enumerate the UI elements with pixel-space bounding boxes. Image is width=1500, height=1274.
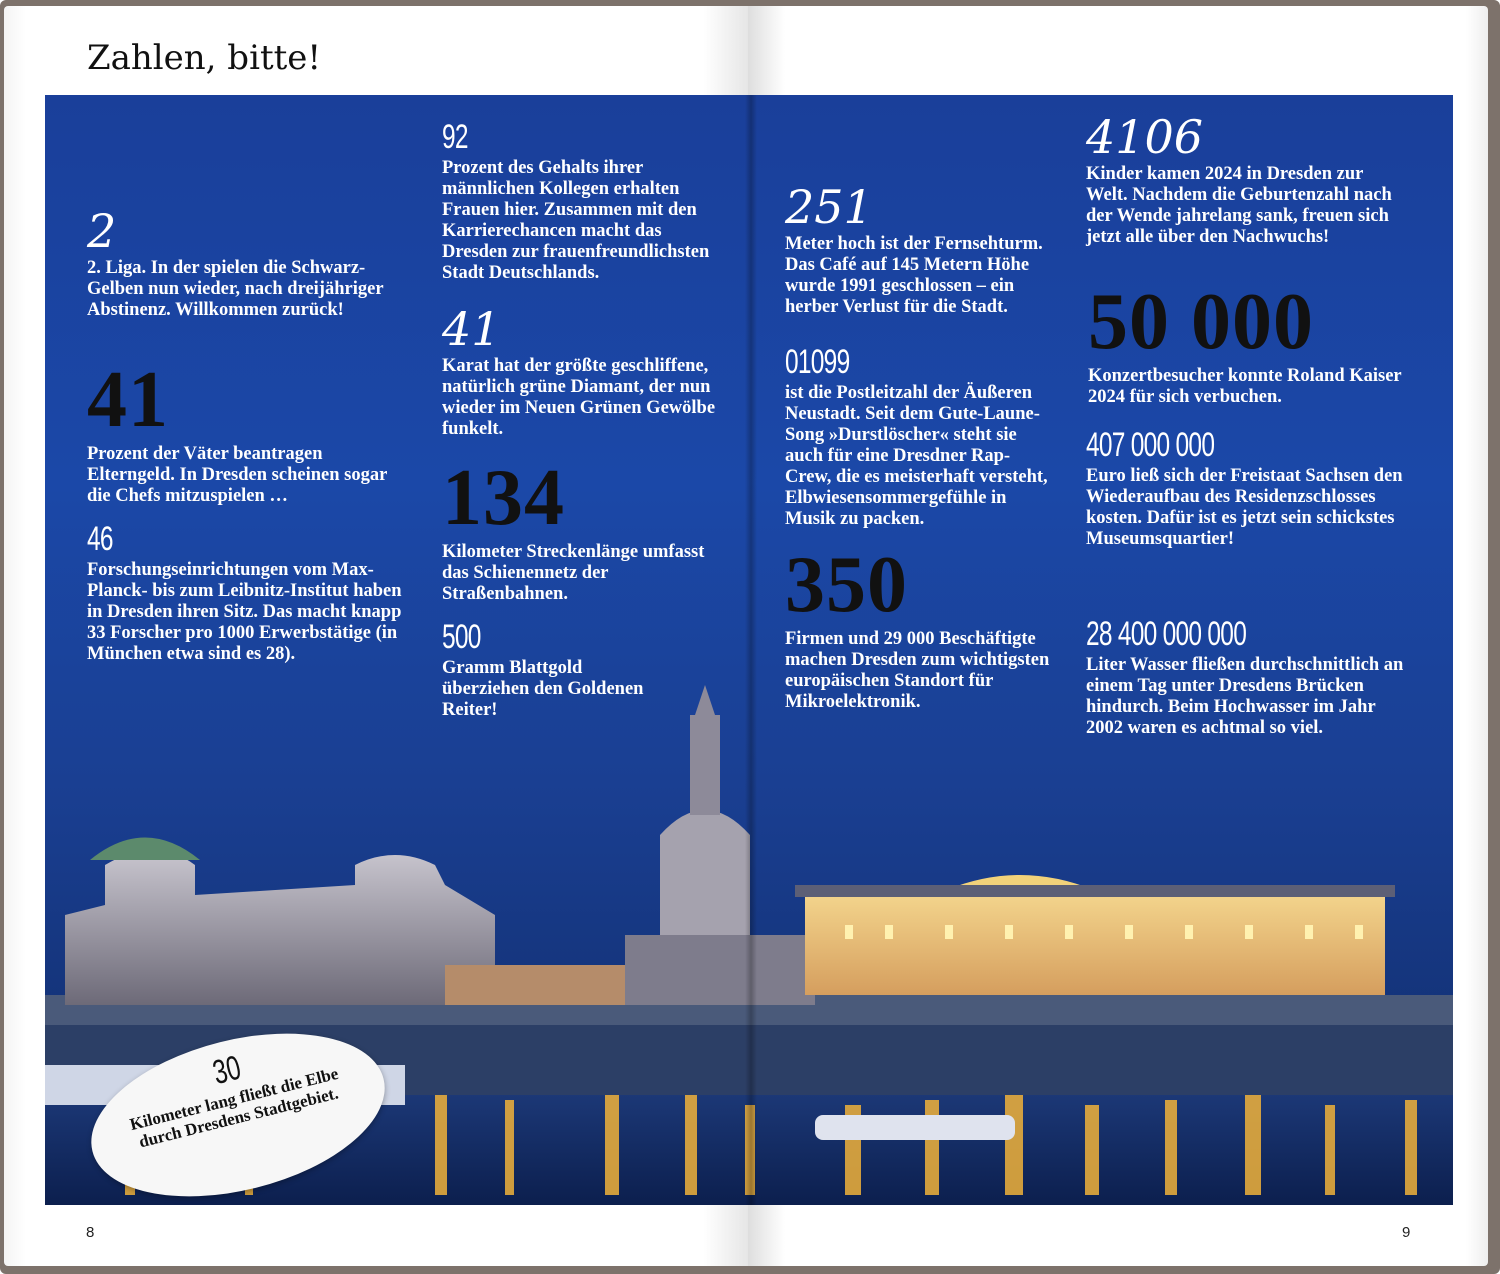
stat-text: Meter hoch ist der Fernsehturm. Das Café…	[785, 234, 1043, 317]
stat-number: 28 400 000 000	[1086, 615, 1247, 653]
stat-text: Liter Wasser fließen durchschnittlich an…	[1086, 655, 1404, 738]
stat-item: 01099 ist die Postleitzahl der Äußeren N…	[785, 345, 1050, 530]
gutter-shadow	[745, 95, 757, 1205]
stat-item: 500 Gramm Blattgold überziehen den Golde…	[442, 620, 662, 721]
stat-item: 50 000 Konzertbesucher konnte Roland Kai…	[1088, 282, 1408, 408]
stat-text: Kilometer Streckenlänge umfasst das Schi…	[442, 542, 705, 604]
stat-text: Karat hat der größte geschliffene, natür…	[442, 356, 716, 439]
stat-text: Prozent des Gehalts ihrer männlichen Kol…	[442, 158, 710, 283]
stat-text: Euro ließ sich der Freistaat Sachsen den…	[1086, 466, 1403, 549]
stat-item: 134 Kilometer Streckenlänge umfasst das …	[442, 458, 717, 605]
stat-number: 500	[442, 618, 481, 656]
stat-number: 01099	[785, 343, 850, 381]
stat-number: 92	[442, 118, 469, 156]
stat-item: 41 Karat hat der größte geschliffene, na…	[442, 306, 717, 440]
stat-text: 2. Liga. In der spielen die Schwarz-Gelb…	[87, 258, 384, 320]
page-number-right: 9	[1402, 1224, 1411, 1241]
stat-number: 4106	[1086, 110, 1204, 164]
stat-item: 28 400 000 000 Liter Wasser fließen durc…	[1086, 617, 1406, 739]
stat-item: 350 Firmen und 29 000 Beschäftigte mache…	[785, 545, 1050, 713]
stat-number: 134	[442, 454, 565, 542]
stat-number: 407 000 000	[1086, 426, 1215, 464]
stat-number: 46	[87, 520, 114, 558]
stat-text: Firmen und 29 000 Beschäftigte machen Dr…	[785, 629, 1050, 712]
stat-text: ist die Postleitzahl der Äußeren Neustad…	[785, 383, 1048, 529]
stat-item: 92 Prozent des Gehalts ihrer männlichen …	[442, 120, 717, 284]
stat-text: Kinder kamen 2024 in Dresden zur Welt. N…	[1086, 164, 1392, 247]
stat-text: Prozent der Väter beantragen Elterngeld.…	[87, 444, 387, 506]
stat-text: Gramm Blattgold überziehen den Goldenen …	[442, 658, 644, 720]
stat-item: 4106 Kinder kamen 2024 in Dresden zur We…	[1086, 114, 1406, 248]
stat-text: Konzertbesucher konnte Roland Kaiser 202…	[1088, 366, 1402, 407]
stat-number: 41	[87, 356, 169, 444]
stat-item: 251 Meter hoch ist der Fernsehturm. Das …	[785, 184, 1050, 318]
page-number-left: 8	[86, 1224, 95, 1241]
stat-item: 407 000 000 Euro ließ sich der Freistaat…	[1086, 428, 1406, 550]
stat-number: 350	[785, 541, 908, 629]
stat-number: 50 000	[1088, 278, 1314, 366]
stat-number: 251	[785, 180, 873, 234]
stat-text: Forschungseinrichtungen vom Max-Planck- …	[87, 560, 402, 664]
stat-item: 46 Forschungseinrichtungen vom Max-Planc…	[87, 522, 407, 665]
stat-number: 41	[442, 302, 501, 356]
page-title: Zahlen, bitte!	[87, 38, 322, 78]
stat-number: 2	[87, 204, 117, 258]
stat-item: 2 2. Liga. In der spielen die Schwarz-Ge…	[87, 208, 407, 321]
stat-item: 41 Prozent der Väter beantragen Elternge…	[87, 360, 407, 507]
